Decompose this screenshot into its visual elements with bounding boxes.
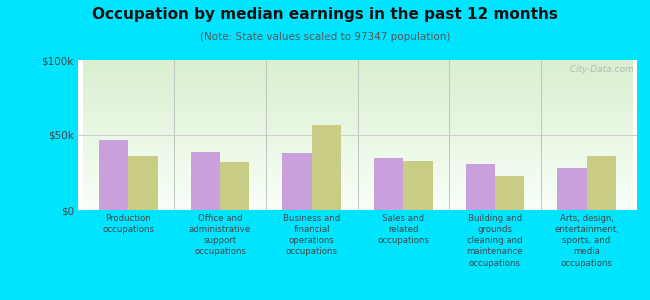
Bar: [586, 156, 616, 210]
Text: (Note: State values scaled to 97347 population): (Note: State values scaled to 97347 popu…: [200, 32, 450, 41]
Text: City-Data.com: City-Data.com: [564, 64, 634, 74]
Bar: [557, 168, 586, 210]
Bar: [129, 156, 158, 210]
Bar: [403, 160, 433, 210]
Bar: [99, 140, 129, 210]
Bar: [465, 164, 495, 210]
Bar: [220, 162, 250, 210]
Bar: [282, 153, 312, 210]
Text: Occupation by median earnings in the past 12 months: Occupation by median earnings in the pas…: [92, 8, 558, 22]
Bar: [495, 176, 525, 210]
Bar: [312, 124, 341, 210]
Bar: [374, 158, 403, 210]
Bar: [190, 152, 220, 210]
